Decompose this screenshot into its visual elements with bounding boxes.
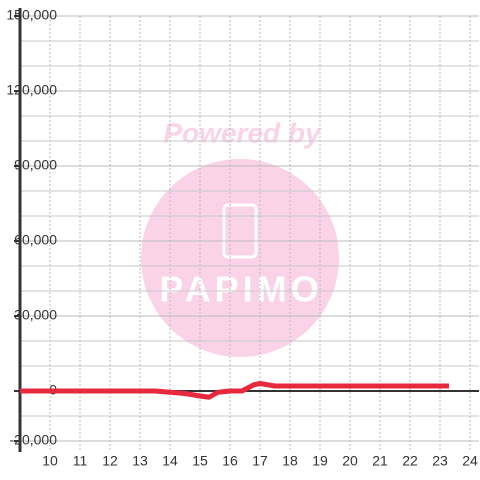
watermark-text: Powered by (163, 117, 322, 148)
x-tick-label: 16 (222, 453, 238, 469)
watermark-phone (222, 203, 258, 259)
y-tick-label: 60,000 (14, 232, 57, 248)
x-tick-label: 19 (312, 453, 328, 469)
x-tick-label: 21 (372, 453, 388, 469)
x-tick-label: 10 (42, 453, 58, 469)
x-tick-label: 23 (432, 453, 448, 469)
x-tick-label: 13 (132, 453, 148, 469)
x-tick-label: 14 (162, 453, 178, 469)
x-tick-label: 11 (73, 453, 88, 469)
watermark-logo: PAPIMO (159, 269, 322, 310)
y-tick-label: -20,000 (10, 432, 58, 448)
x-tick-label: 17 (252, 453, 268, 469)
x-tick-label: 22 (402, 453, 418, 469)
y-tick-label: 90,000 (14, 157, 57, 173)
x-tick-label: 15 (192, 453, 208, 469)
x-tick-label: 20 (342, 453, 358, 469)
y-tick-label: 30,000 (14, 307, 57, 323)
y-tick-label: 150,000 (6, 7, 57, 23)
x-tick-label: 12 (102, 453, 118, 469)
x-tick-label: 18 (282, 453, 298, 469)
y-tick-label: 120,000 (6, 82, 57, 98)
data-line (20, 381, 449, 400)
x-tick-label: 24 (462, 453, 478, 469)
